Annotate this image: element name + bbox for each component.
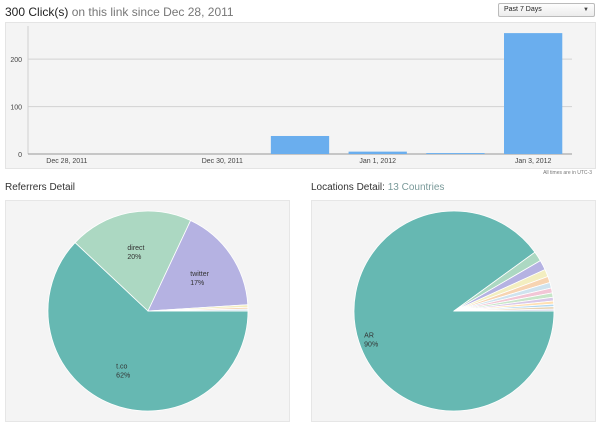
clicks-bar-chart: 0 100 200 Dec 28, 2011 Dec 30, 2011 Jan 1, 20… [5,22,596,169]
referrers-title-text: Referrers Detail [5,182,76,193]
timezone-note: All times are in UTC-3 [543,170,592,176]
y-tick-label: 100 [10,105,22,112]
slice-percent: 17% [190,280,204,287]
click-summary-text: on this link since Dec 28, 2011 [71,5,234,19]
pie-slice [147,308,249,312]
slice-label: t.co [116,364,127,371]
slice-percent: 62% [116,373,130,380]
bar [270,135,330,154]
slice-label: AR [364,332,374,339]
date-range-value: Past 7 Days [504,6,542,13]
bar [426,153,485,154]
slice-percent: 20% [127,254,141,261]
slice-label: direct [127,245,144,252]
bar [504,33,563,154]
locations-country-count: 13 Countries [387,182,445,193]
pie-slice [47,241,249,412]
locations-pie-chart: AR 90% [311,200,596,422]
x-tick-label: Dec 30, 2011 [202,158,243,165]
referrers-pie-svg: t.co 62% direct 20% twitter 17% [47,210,249,412]
locations-title: Locations Detail: 13 Countries [311,182,444,193]
referrers-pie-chart: t.co 62% direct 20% twitter 17% [5,200,290,422]
date-range-select[interactable]: Past 7 Days ▼ [498,3,595,17]
click-count: 300 Click(s) [5,5,69,19]
pie-slice [453,308,555,312]
locations-pie-svg: AR 90% [353,210,555,412]
locations-title-text: Locations Detail: [311,182,385,193]
x-tick-label: Jan 1, 2012 [359,158,396,165]
y-tick-label: 0 [18,152,22,159]
clicks-summary: 300 Click(s) on this link since Dec 28, … [5,4,234,20]
pie-slice [147,219,249,312]
x-tick-label: Dec 28, 2011 [46,158,87,165]
referrers-title: Referrers Detail [5,182,75,193]
pie-slice [74,210,192,312]
slice-percent: 90% [364,341,378,348]
x-tick-label: Jan 3, 2012 [515,158,552,165]
chevron-down-icon: ▼ [583,7,589,13]
slice-label: twitter [190,271,209,278]
bar [348,151,407,154]
y-tick-label: 200 [10,57,22,64]
clicks-bar-chart-svg: 0 100 200 Dec 28, 2011 Dec 30, 2011 Jan 1, 20… [10,26,572,165]
